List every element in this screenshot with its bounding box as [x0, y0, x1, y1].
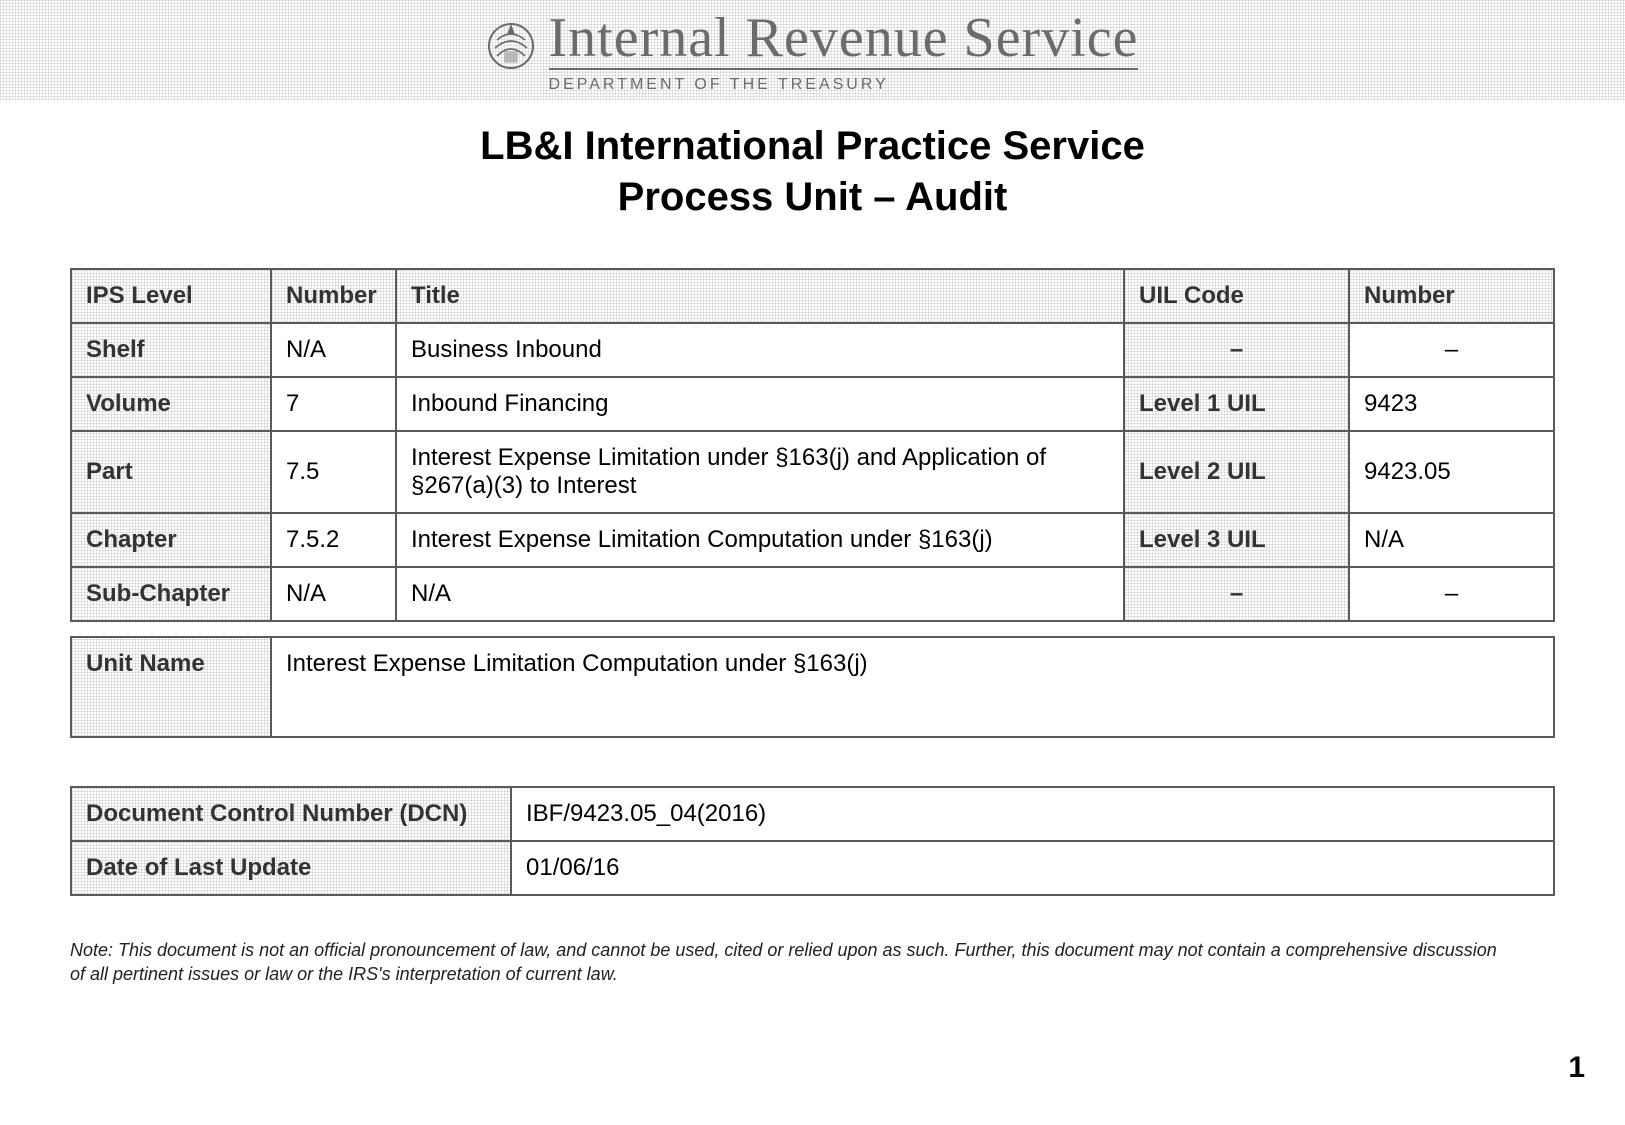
ips-row-chapter: Chapter 7.5.2 Interest Expense Limitatio… [71, 513, 1554, 567]
dcn-table: Document Control Number (DCN) IBF/9423.0… [70, 786, 1555, 896]
ips-uil-num: – [1349, 323, 1554, 377]
dcn-label: Date of Last Update [71, 841, 511, 895]
ips-uil-num: 9423 [1349, 377, 1554, 431]
ips-title: Inbound Financing [396, 377, 1124, 431]
ips-number: 7.5.2 [271, 513, 396, 567]
footnote: Note: This document is not an official p… [70, 938, 1500, 987]
header-inner: Internal Revenue Service DEPARTMENT OF T… [487, 10, 1139, 94]
unit-label: Unit Name [71, 637, 271, 737]
ips-header-number2: Number [1349, 269, 1554, 323]
ips-header-title: Title [396, 269, 1124, 323]
unit-table: Unit Name Interest Expense Limitation Co… [70, 636, 1555, 738]
ips-title: N/A [396, 567, 1124, 621]
ips-row-subchapter: Sub-Chapter N/A N/A – – [71, 567, 1554, 621]
dcn-value: 01/06/16 [511, 841, 1554, 895]
header-band: Internal Revenue Service DEPARTMENT OF T… [0, 0, 1625, 100]
ips-uil-num: 9423.05 [1349, 431, 1554, 513]
ips-uil-num: – [1349, 567, 1554, 621]
ips-uil: – [1124, 567, 1349, 621]
ips-header-level: IPS Level [71, 269, 271, 323]
ips-level-label: Shelf [71, 323, 271, 377]
ips-title: Interest Expense Limitation Computation … [396, 513, 1124, 567]
title-block: LB&I International Practice Service Proc… [0, 124, 1625, 220]
ips-number: N/A [271, 567, 396, 621]
ips-level-label: Part [71, 431, 271, 513]
irs-seal-icon [487, 22, 535, 70]
ips-header-uilcode: UIL Code [1124, 269, 1349, 323]
ips-uil: – [1124, 323, 1349, 377]
title-line-1: LB&I International Practice Service [0, 124, 1625, 169]
org-line: Internal Revenue Service [487, 10, 1139, 70]
ips-header-number: Number [271, 269, 396, 323]
page-number: 1 [1568, 1051, 1585, 1085]
ips-level-label: Volume [71, 377, 271, 431]
ips-title: Business Inbound [396, 323, 1124, 377]
org-name: Internal Revenue Service [549, 10, 1139, 70]
ips-level-label: Chapter [71, 513, 271, 567]
ips-row-volume: Volume 7 Inbound Financing Level 1 UIL 9… [71, 377, 1554, 431]
ips-row-shelf: Shelf N/A Business Inbound – – [71, 323, 1554, 377]
dcn-value: IBF/9423.05_04(2016) [511, 787, 1554, 841]
ips-table: IPS Level Number Title UIL Code Number S… [70, 268, 1555, 622]
ips-title: Interest Expense Limitation under §163(j… [396, 431, 1124, 513]
dcn-row: Document Control Number (DCN) IBF/9423.0… [71, 787, 1554, 841]
ips-uil-num: N/A [1349, 513, 1554, 567]
unit-row: Unit Name Interest Expense Limitation Co… [71, 637, 1554, 737]
dept-name: DEPARTMENT OF THE TREASURY [549, 76, 1139, 94]
dcn-row: Date of Last Update 01/06/16 [71, 841, 1554, 895]
ips-number: N/A [271, 323, 396, 377]
page: Internal Revenue Service DEPARTMENT OF T… [0, 0, 1625, 1125]
dcn-label: Document Control Number (DCN) [71, 787, 511, 841]
ips-level-label: Sub-Chapter [71, 567, 271, 621]
ips-row-part: Part 7.5 Interest Expense Limitation und… [71, 431, 1554, 513]
unit-value: Interest Expense Limitation Computation … [271, 637, 1554, 737]
content: IPS Level Number Title UIL Code Number S… [0, 268, 1625, 987]
ips-uil: Level 2 UIL [1124, 431, 1349, 513]
title-line-2: Process Unit – Audit [0, 175, 1625, 220]
ips-uil: Level 1 UIL [1124, 377, 1349, 431]
ips-uil: Level 3 UIL [1124, 513, 1349, 567]
ips-number: 7.5 [271, 431, 396, 513]
ips-number: 7 [271, 377, 396, 431]
ips-header-row: IPS Level Number Title UIL Code Number [71, 269, 1554, 323]
